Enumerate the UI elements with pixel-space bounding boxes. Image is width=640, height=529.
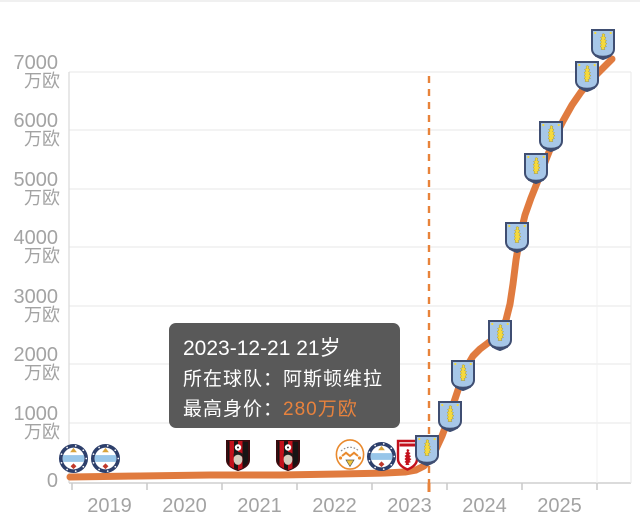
aston-villa-badge[interactable]: [590, 28, 616, 61]
y-axis-label-unit: 万欧: [24, 188, 60, 208]
y-axis-label: 6000: [14, 110, 59, 132]
aston-villa-badge[interactable]: [487, 319, 513, 352]
x-axis-label: 2021: [237, 495, 282, 517]
aston-villa-badge[interactable]: [450, 359, 476, 392]
manchester-city-badge[interactable]: [58, 443, 89, 474]
manchester-city-badge[interactable]: [90, 443, 121, 474]
y-axis-label: 3000: [14, 286, 59, 308]
top-divider: [0, 0, 640, 2]
x-axis-label: 2023: [387, 495, 432, 517]
tooltip-club-row: 所在球队：阿斯顿维拉: [183, 365, 386, 395]
x-axis-label: 2025: [537, 495, 582, 517]
y-axis-label: 4000: [14, 227, 59, 249]
tooltip-value-row: 最高身价：280万欧: [183, 395, 386, 425]
aston-villa-badge[interactable]: [538, 120, 564, 153]
y-axis-label: 5000: [14, 169, 59, 191]
x-axis-label: 2019: [87, 495, 132, 517]
aston-villa-badge[interactable]: [574, 60, 600, 93]
tooltip-club-label: 所在球队：: [183, 369, 284, 390]
y-axis-label: 1000: [14, 403, 59, 425]
y-axis-label: 2000: [14, 344, 59, 366]
manchester-city-badge[interactable]: [366, 441, 397, 472]
x-axis-label: 2022: [312, 495, 357, 517]
tooltip-date-age: 2023-12-21 21岁: [183, 337, 341, 360]
middlesbrough-badge[interactable]: [396, 439, 419, 472]
x-axis-label: 2020: [162, 495, 207, 517]
bournemouth-badge[interactable]: [275, 439, 301, 472]
y-axis-label-unit: 万欧: [24, 71, 60, 91]
tooltip-value-highlight: 280万欧: [283, 399, 358, 420]
aston-villa-badge[interactable]: [414, 434, 440, 467]
aston-villa-badge[interactable]: [504, 221, 530, 254]
bournemouth-badge[interactable]: [225, 439, 251, 472]
tooltip-value-label: 最高身价：: [183, 399, 284, 420]
aston-villa-badge[interactable]: [437, 400, 463, 433]
y-axis-label-unit: 万欧: [24, 305, 60, 325]
tooltip: 2023-12-21 21岁 所在球队：阿斯顿维拉 最高身价：280万欧: [169, 323, 400, 428]
blackpool-badge[interactable]: [335, 438, 365, 472]
y-axis-label-unit: 万欧: [24, 129, 60, 149]
y-axis-label-unit: 万欧: [24, 422, 60, 442]
y-axis-label: 7000: [14, 52, 59, 74]
x-axis-label: 2024: [462, 495, 507, 517]
y-axis-label-unit: 万欧: [24, 363, 60, 383]
aston-villa-badge[interactable]: [523, 152, 549, 185]
tooltip-club-name: 阿斯顿维拉: [283, 369, 384, 390]
y-axis-label: 0: [47, 470, 58, 492]
y-axis-label-unit: 万欧: [24, 246, 60, 266]
